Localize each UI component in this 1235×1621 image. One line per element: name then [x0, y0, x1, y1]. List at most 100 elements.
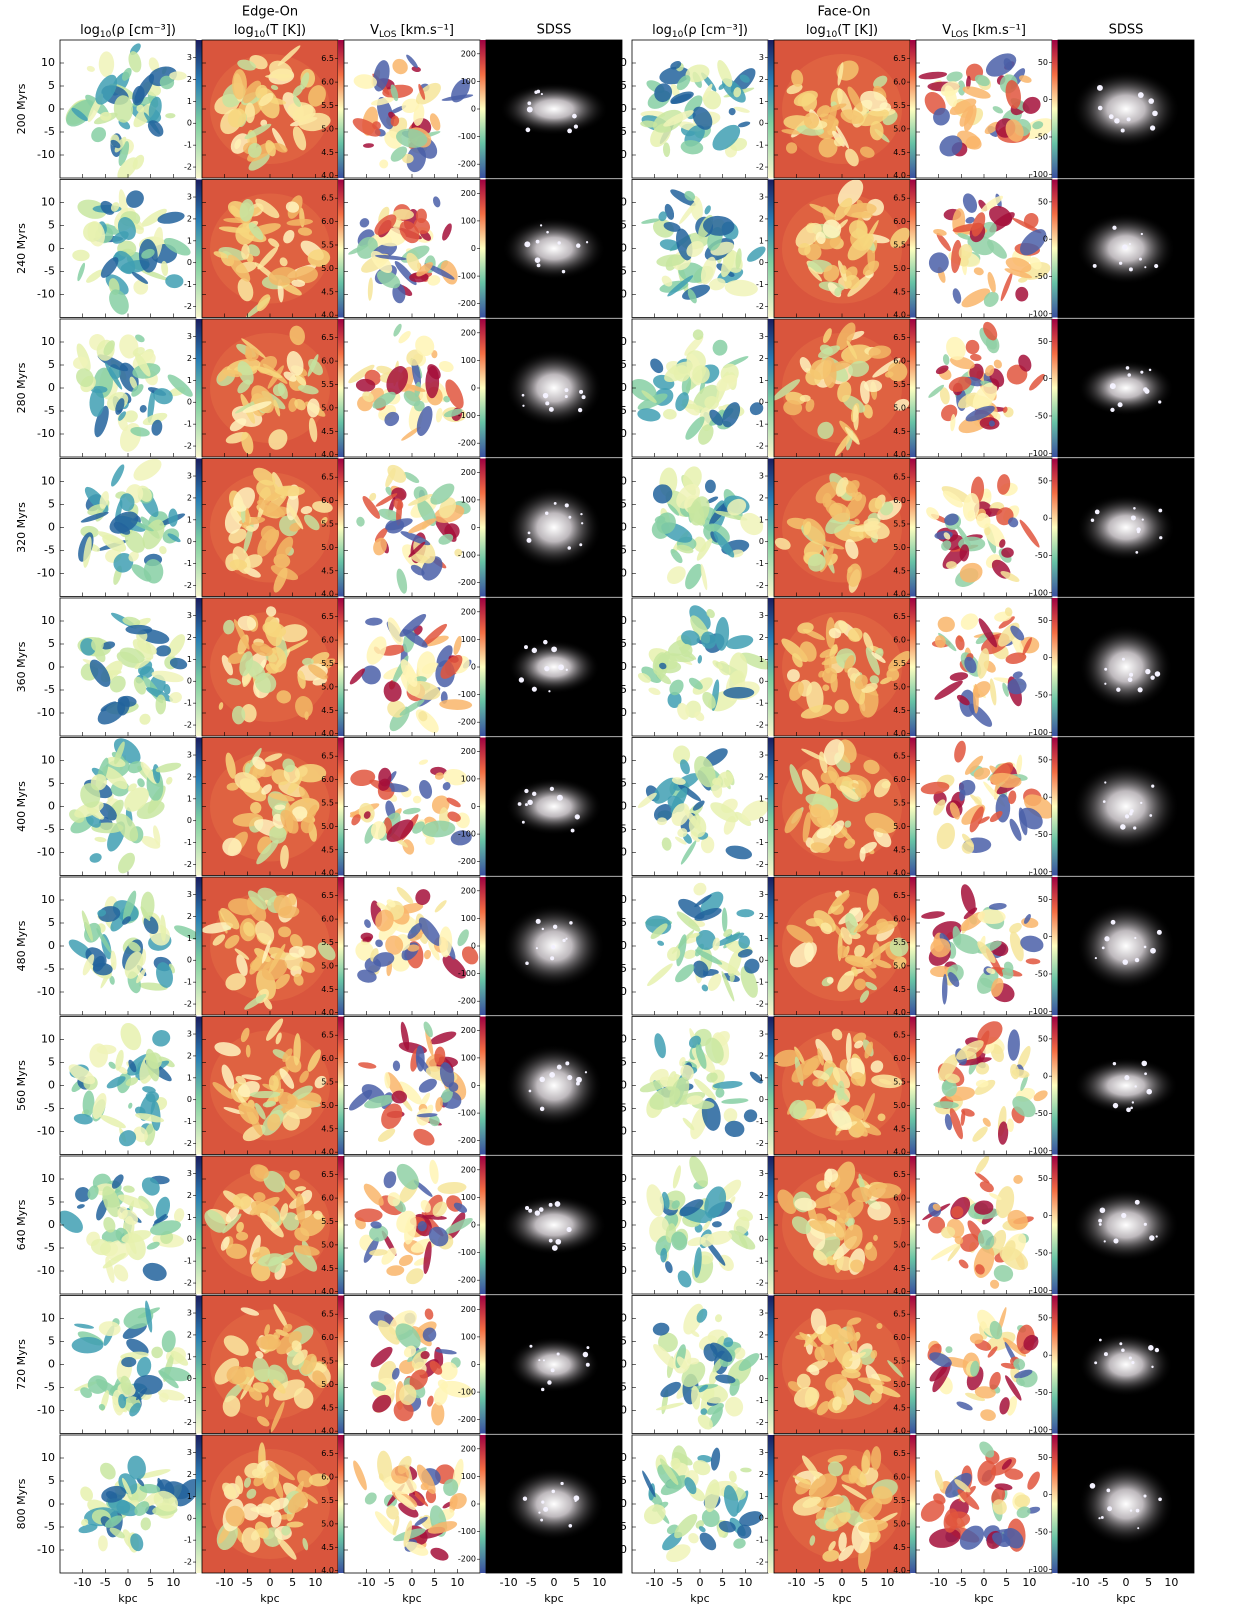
gas-structure — [706, 1403, 724, 1415]
gas-structure — [163, 237, 191, 256]
gas-structure — [694, 894, 712, 908]
gas-structure — [977, 1021, 1003, 1045]
gas-structure — [784, 808, 803, 834]
y-tick-label: -10 — [37, 1264, 55, 1277]
gas-structure — [958, 1259, 969, 1269]
gas-structure — [692, 800, 705, 811]
colorbar-tick-label: 50 — [1038, 197, 1048, 206]
gas-structure — [415, 208, 427, 224]
colorbar-tick-label: 50 — [1038, 895, 1048, 904]
panel-image — [486, 179, 622, 318]
panel-image — [916, 179, 1052, 318]
panel-image — [60, 458, 196, 597]
colorbar-tick-label: 0 — [1043, 1351, 1048, 1360]
panel-image — [486, 598, 622, 736]
colorbar-tick-label: 4.0 — [321, 869, 334, 878]
title-part: log — [652, 23, 672, 38]
gas-structure — [285, 201, 300, 213]
gas-structure — [289, 1169, 300, 1180]
colorbar-tick-label: 2 — [759, 633, 764, 642]
gas-structure — [1007, 678, 1027, 695]
galaxy-glow — [502, 217, 606, 280]
gas-structure — [873, 1234, 878, 1241]
gas-structure — [944, 1073, 960, 1084]
gas-structure — [295, 696, 313, 718]
gas-structure — [815, 1038, 833, 1064]
gas-structure — [395, 1323, 421, 1350]
gas-structure — [423, 949, 432, 960]
gas-structure — [413, 1128, 435, 1146]
gas-structure — [140, 906, 151, 921]
gas-structure — [229, 418, 247, 432]
gas-structure — [146, 687, 173, 702]
gas-structure — [712, 1081, 743, 1089]
gas-structure — [132, 85, 145, 106]
title-sub: 10 — [254, 30, 266, 40]
colorbar-tick-label: 100 — [461, 1053, 476, 1062]
y-tick-label: -10 — [37, 846, 55, 859]
gas-structure — [294, 266, 318, 284]
colorbar-tick-label: 3 — [187, 890, 192, 899]
gas-structure — [115, 1049, 124, 1071]
gas-structure — [989, 811, 1003, 823]
gas-structure — [92, 1093, 107, 1120]
star-cluster — [1108, 114, 1114, 120]
y-tick-label: -10 — [609, 427, 627, 440]
gas-structure — [277, 1092, 297, 1110]
gas-structure — [141, 1177, 160, 1196]
gas-structure — [298, 384, 319, 395]
gas-structure — [253, 365, 283, 378]
gas-structure — [961, 841, 975, 854]
gas-structure — [959, 562, 983, 583]
gas-structure — [702, 215, 735, 236]
panel-image — [486, 458, 622, 597]
colorbar-tick-label: -2 — [756, 1139, 764, 1148]
row-label: 360 Myrs — [15, 641, 28, 692]
colorbar-tick-label: 4.5 — [321, 1264, 334, 1273]
star-cluster — [544, 665, 550, 672]
gas-structure — [381, 1103, 403, 1130]
gas-structure — [704, 396, 719, 410]
gas-structure — [246, 525, 255, 532]
gas-structure — [83, 221, 103, 242]
gas-structure — [667, 503, 680, 516]
colorbar — [910, 179, 916, 318]
gas-structure — [679, 198, 700, 225]
gas-structure — [406, 54, 418, 69]
colorbar-tick-label: -1 — [756, 420, 764, 429]
gas-structure — [369, 492, 377, 501]
gas-structure — [850, 1259, 864, 1273]
colorbar-tick-label: -200 — [458, 1136, 476, 1145]
gas-structure — [267, 1252, 294, 1267]
y-tick-label: -5 — [44, 962, 55, 975]
panel-image — [486, 319, 622, 457]
gas-structure — [265, 606, 277, 617]
gas-structure — [881, 780, 891, 789]
star-cluster — [567, 128, 572, 134]
gas-structure — [147, 389, 155, 423]
gas-structure — [428, 940, 440, 961]
gas-structure — [100, 200, 115, 215]
star-cluster — [584, 1071, 588, 1074]
gas-structure — [702, 691, 716, 709]
star-cluster — [1145, 668, 1151, 675]
gas-structure — [1018, 75, 1032, 83]
star-cluster — [576, 243, 581, 248]
y-tick-label: 5 — [620, 358, 627, 371]
star-cluster — [528, 1208, 533, 1213]
y-tick-label: -5 — [44, 125, 55, 138]
colorbar-tick-label: 3 — [759, 611, 764, 620]
gas-structure — [975, 1264, 985, 1275]
gas-structure — [867, 1201, 891, 1221]
gas-structure — [974, 1386, 996, 1399]
gas-structure — [1023, 1334, 1039, 1351]
gas-structure — [398, 1254, 414, 1267]
star-cluster — [1121, 1212, 1127, 1219]
colorbar-tick-label: -1 — [756, 559, 764, 568]
colorbar-tick-label: 2 — [187, 633, 192, 642]
colorbar-tick-label: -2 — [184, 721, 192, 730]
gas-structure — [307, 1049, 321, 1072]
y-tick-label: -5 — [616, 1102, 627, 1115]
colorbar-tick-label: 4.5 — [321, 148, 334, 157]
gas-structure — [846, 563, 862, 587]
